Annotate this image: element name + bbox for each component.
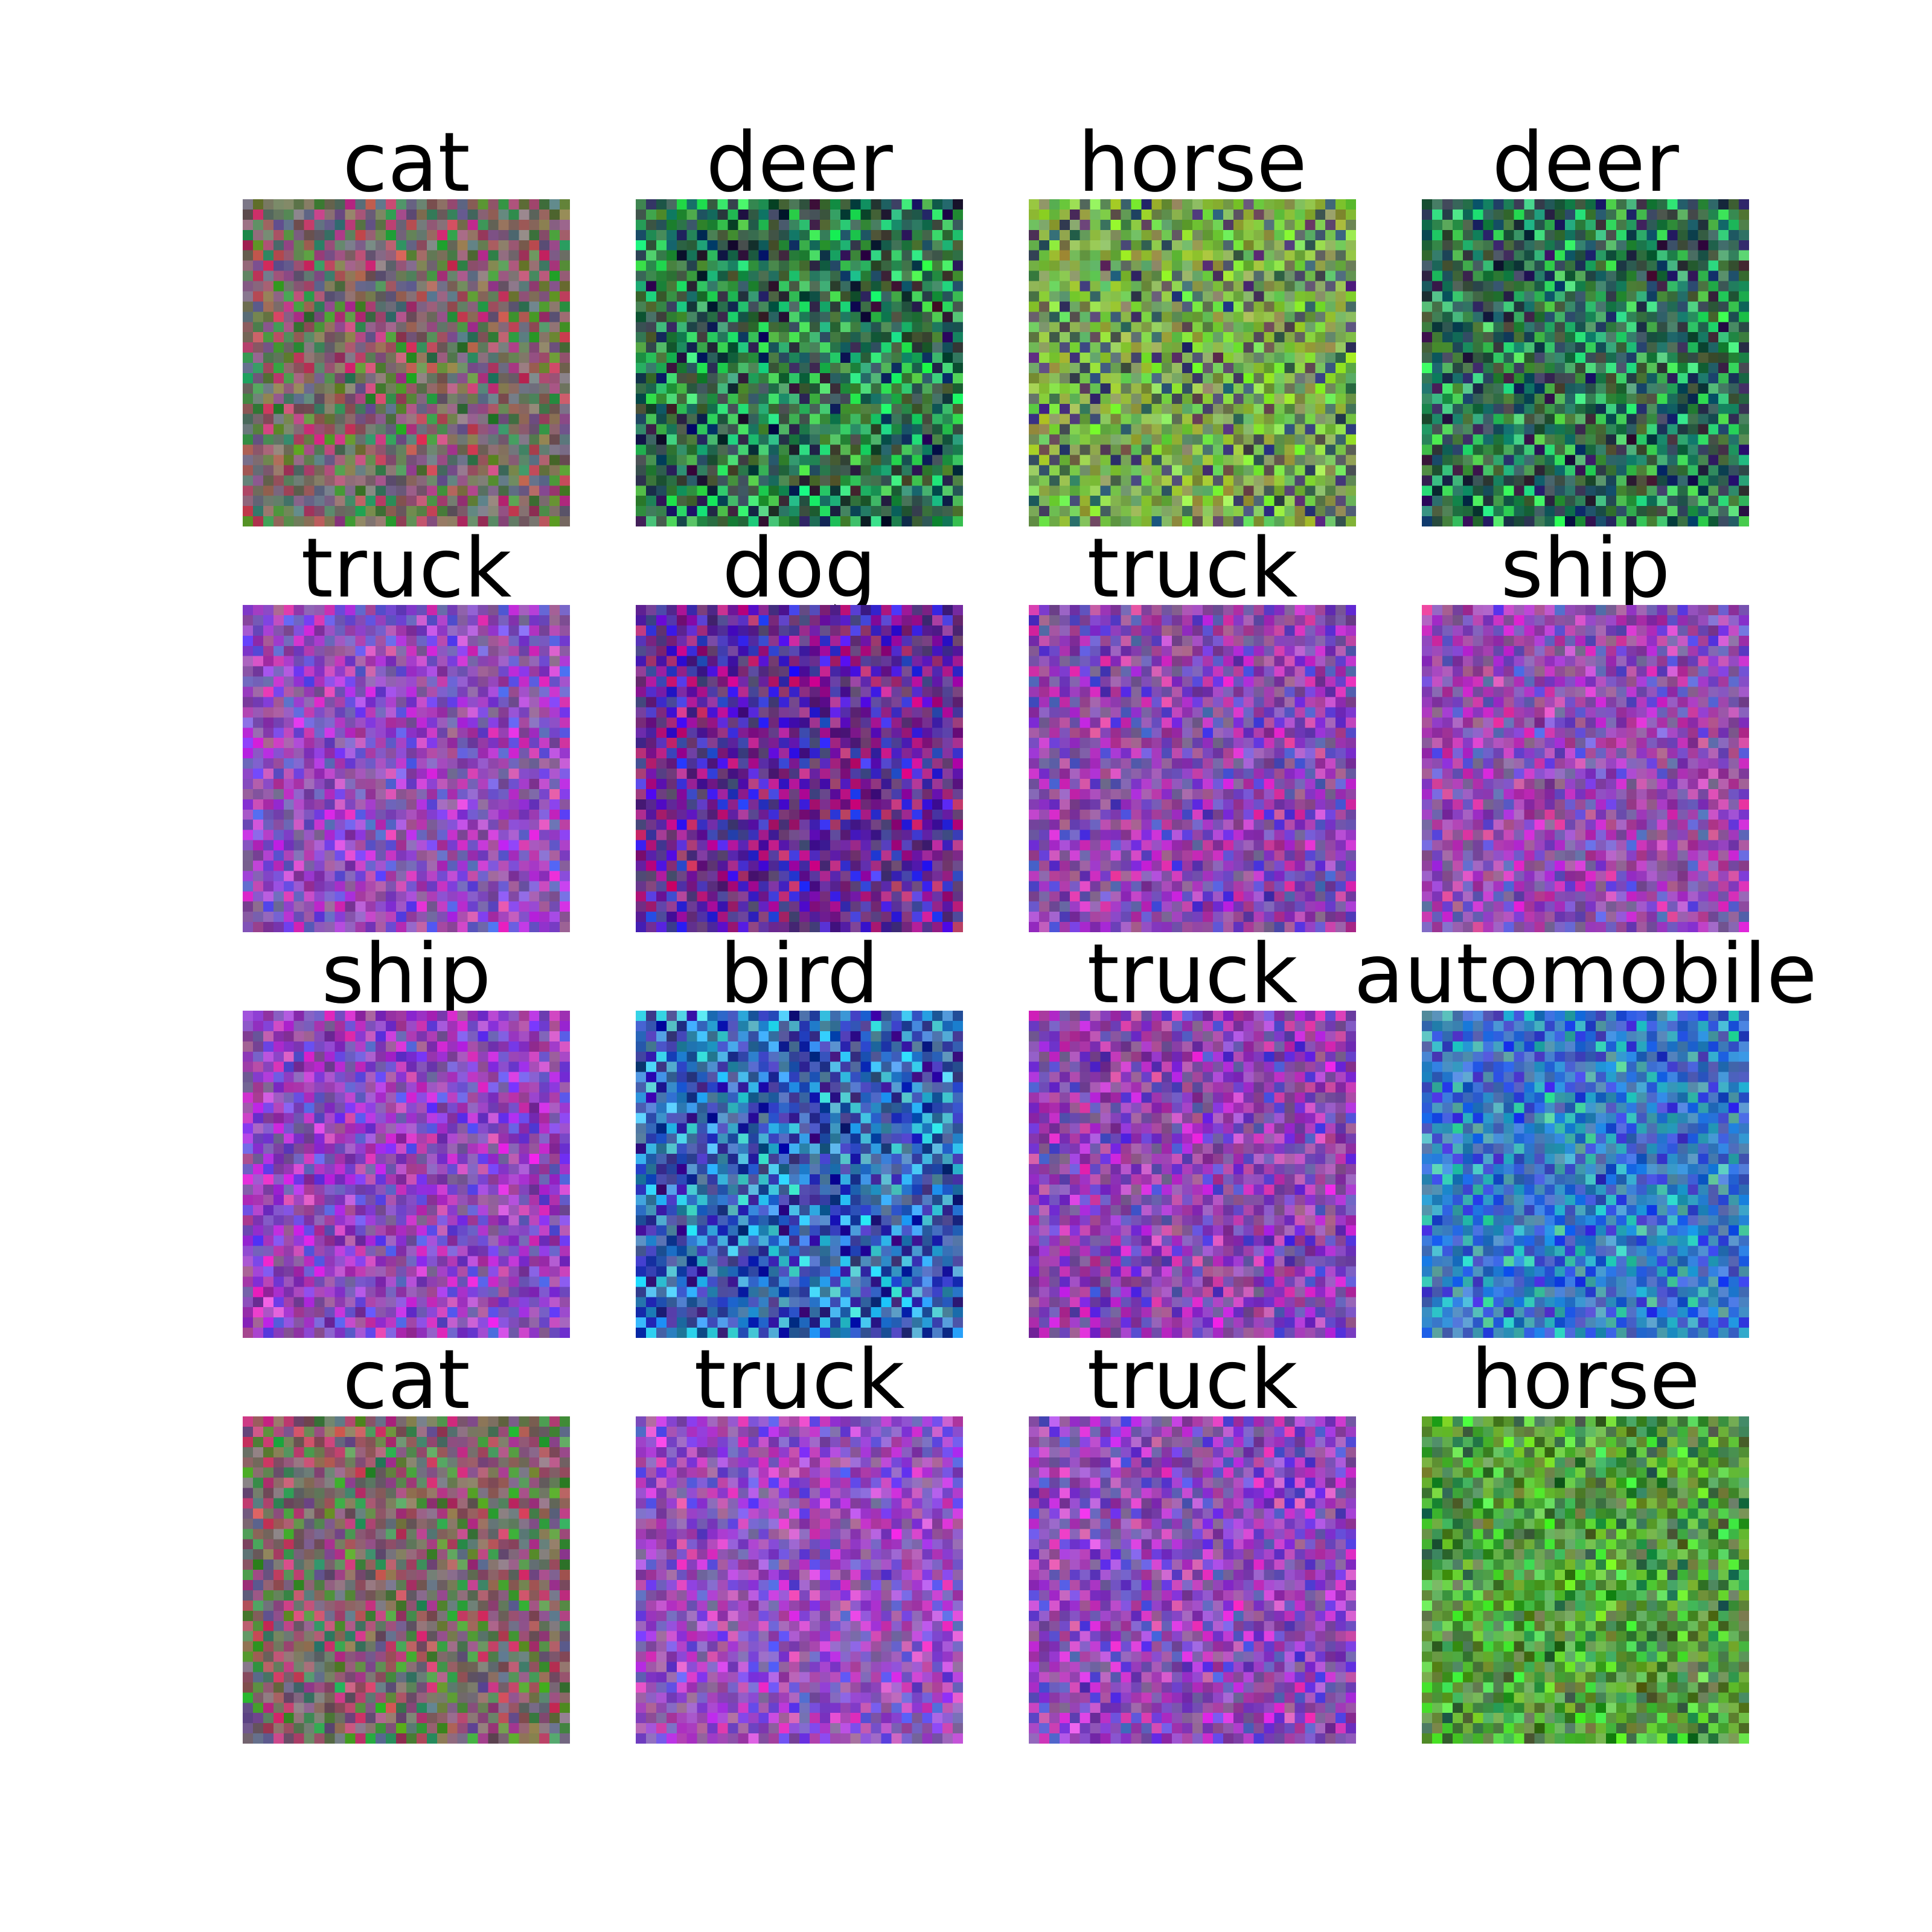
sample-label: bird (720, 927, 879, 1022)
sample-image (1029, 1011, 1356, 1338)
sample-label: ship (321, 927, 491, 1022)
sample-image (243, 199, 570, 526)
sample-image (1029, 199, 1356, 526)
sample-label: deer (1492, 115, 1679, 211)
sample-image (636, 1416, 963, 1744)
sample-image (636, 199, 963, 526)
sample-image (1422, 1011, 1749, 1338)
sample-label: deer (706, 115, 893, 211)
sample-cell: ship (243, 933, 570, 1338)
sample-cell: ship (1422, 528, 1749, 932)
sample-label: automobile (1354, 927, 1817, 1022)
sample-image (1029, 1416, 1356, 1744)
sample-cell: truck (1029, 1339, 1356, 1744)
sample-cell: automobile (1354, 933, 1817, 1338)
sample-cell: bird (636, 933, 963, 1338)
sample-label: truck (301, 521, 512, 616)
sample-image (636, 1011, 963, 1338)
sample-cell: truck (1029, 933, 1356, 1338)
sample-cell: cat (243, 122, 570, 526)
sample-label: cat (342, 115, 470, 211)
sample-image (243, 1011, 570, 1338)
sample-label: ship (1500, 521, 1671, 616)
sample-label: truck (1087, 521, 1298, 616)
sample-cell: dog (636, 528, 963, 932)
sample-image (636, 605, 963, 932)
sample-label: cat (342, 1332, 470, 1428)
sample-cell: horse (1422, 1339, 1749, 1744)
sample-label: truck (694, 1332, 905, 1428)
sample-image (1422, 1416, 1749, 1744)
sample-cell: deer (636, 122, 963, 526)
sample-label: horse (1078, 115, 1307, 211)
sample-label: horse (1471, 1332, 1700, 1428)
sample-image (1029, 605, 1356, 932)
sample-image (243, 1416, 570, 1744)
sample-image (1422, 605, 1749, 932)
sample-cell: truck (1029, 528, 1356, 932)
sample-label: truck (1087, 927, 1298, 1022)
sample-label: dog (722, 521, 877, 616)
sample-cell: horse (1029, 122, 1356, 526)
sample-image (243, 605, 570, 932)
sample-cell: cat (243, 1339, 570, 1744)
sample-cell: truck (243, 528, 570, 932)
sample-cell: deer (1422, 122, 1749, 526)
sample-label: truck (1087, 1332, 1298, 1428)
sample-image (1422, 199, 1749, 526)
sample-cell: truck (636, 1339, 963, 1744)
